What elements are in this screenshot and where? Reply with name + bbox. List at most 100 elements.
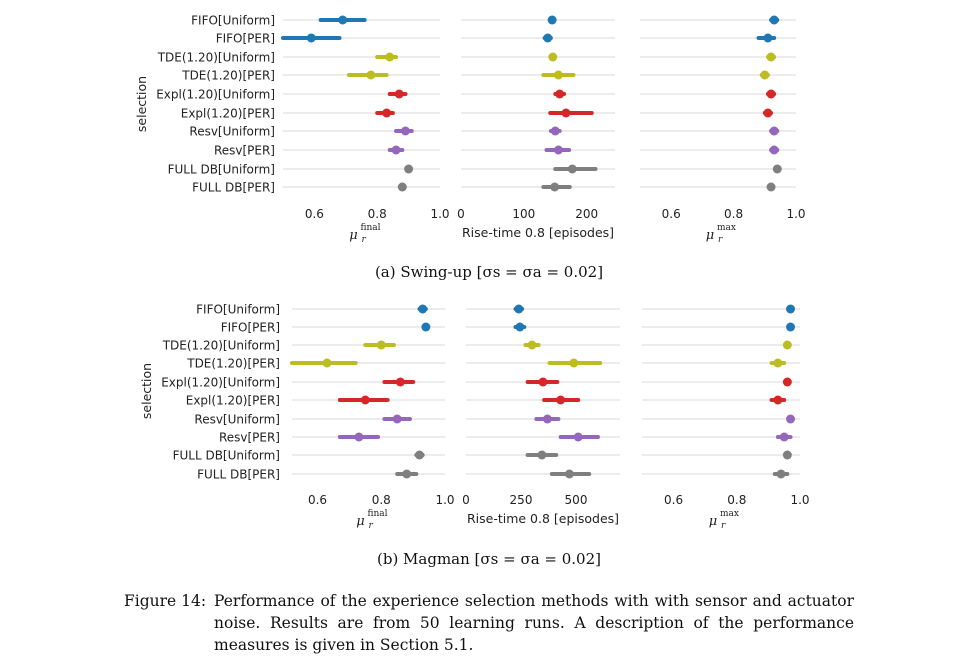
mean-point bbox=[782, 377, 792, 387]
x-tick-label: 1.0 bbox=[790, 493, 809, 507]
mean-point bbox=[391, 145, 401, 155]
x-tick-label: 0.6 bbox=[662, 207, 681, 221]
panel-2: 0 100 200 Rise-time 0.8 [episodes] bbox=[457, 15, 615, 240]
mean-point bbox=[779, 432, 789, 442]
figure-caption-label: Figure 14: bbox=[124, 592, 207, 610]
mean-point bbox=[769, 126, 779, 136]
mean-point bbox=[569, 358, 579, 368]
mean-point bbox=[763, 33, 773, 43]
mean-point bbox=[550, 182, 560, 192]
x-axis-label-subscript: r bbox=[369, 521, 374, 531]
subplot-a: selection FIFO[Uniform] FIFO[PER] TDE(1.20)… bbox=[134, 14, 806, 246]
mean-point bbox=[573, 432, 583, 442]
mean-point bbox=[763, 108, 773, 118]
category-label: TDE(1.20)[Uniform] bbox=[162, 339, 280, 353]
category-label: FULL DB[PER] bbox=[197, 468, 280, 482]
category-label: TDE(1.20)[PER] bbox=[181, 69, 275, 83]
x-axis-label-superscript: max bbox=[717, 223, 736, 233]
category-label: Resv[Uniform] bbox=[194, 413, 280, 427]
mean-point bbox=[555, 89, 565, 99]
mean-point bbox=[421, 322, 431, 332]
mean-point bbox=[773, 358, 783, 368]
mean-point bbox=[556, 395, 566, 405]
x-tick-label: 0.8 bbox=[727, 493, 746, 507]
category-label: Resv[PER] bbox=[219, 431, 280, 445]
x-axis-label-subscript: r bbox=[718, 235, 723, 245]
mean-point bbox=[769, 145, 779, 155]
subplot-caption-a: (a) Swing-up [σs = σa = 0.02] bbox=[374, 263, 604, 281]
x-axis-label: μ bbox=[349, 228, 357, 243]
mean-point bbox=[766, 52, 776, 62]
x-axis-label-superscript: final bbox=[368, 509, 388, 519]
panel-1: 0.6 0.8 1.0 μ r final bbox=[281, 15, 450, 245]
figure-caption: Figure 14: Performance of the experience… bbox=[124, 590, 854, 656]
mean-point bbox=[415, 450, 424, 460]
mean-point bbox=[772, 164, 782, 174]
x-tick-label: 100 bbox=[512, 207, 535, 221]
category-label: Expl(1.20)[PER] bbox=[186, 394, 280, 408]
mean-point bbox=[515, 322, 525, 332]
mean-point bbox=[402, 469, 412, 479]
y-axis-label: selection bbox=[139, 363, 154, 419]
mean-point bbox=[397, 182, 407, 192]
x-axis-label: Rise-time 0.8 [episodes] bbox=[467, 511, 619, 526]
y-axis-label: selection bbox=[134, 76, 149, 132]
mean-point bbox=[360, 395, 370, 405]
category-label: FIFO[PER] bbox=[216, 32, 275, 46]
x-axis-label: μ bbox=[706, 228, 714, 243]
x-tick-label: 200 bbox=[575, 207, 598, 221]
x-tick-label: 1.0 bbox=[435, 493, 454, 507]
category-label: Expl(1.20)[Uniform] bbox=[156, 88, 275, 102]
mean-point bbox=[782, 450, 792, 460]
x-tick-label: 0.6 bbox=[664, 493, 683, 507]
x-axis-label: μ bbox=[356, 514, 364, 529]
mean-point bbox=[766, 182, 776, 192]
x-tick-label: 500 bbox=[565, 493, 588, 507]
category-label: Resv[Uniform] bbox=[189, 125, 275, 139]
mean-point bbox=[769, 15, 779, 25]
mean-point bbox=[306, 33, 316, 43]
mean-point bbox=[382, 108, 392, 118]
category-label: Resv[PER] bbox=[214, 144, 275, 158]
mean-point bbox=[542, 414, 552, 424]
mean-point bbox=[338, 15, 348, 25]
mean-point bbox=[786, 414, 796, 424]
category-label: FULL DB[Uniform] bbox=[168, 163, 275, 177]
panel-2: 0 250 500 Rise-time 0.8 [episodes] bbox=[462, 304, 620, 526]
x-axis-label: μ bbox=[709, 514, 717, 529]
category-label: FIFO[Uniform] bbox=[191, 14, 275, 28]
category-label: FULL DB[PER] bbox=[192, 181, 275, 195]
mean-point bbox=[395, 377, 405, 387]
category-label: FIFO[Uniform] bbox=[196, 303, 280, 317]
mean-point bbox=[786, 304, 796, 314]
x-axis-label-subscript: r bbox=[362, 235, 367, 245]
x-tick-label: 0.8 bbox=[372, 493, 391, 507]
mean-point bbox=[766, 89, 776, 99]
x-tick-label: 1.0 bbox=[430, 207, 449, 221]
figure-canvas: selection FIFO[Uniform] FIFO[PER] TDE(1.20)… bbox=[134, 14, 810, 532]
x-axis-label-subscript: r bbox=[721, 521, 726, 531]
x-axis-label-superscript: max bbox=[720, 509, 739, 519]
figure-caption-text: Performance of the experience selection … bbox=[214, 592, 854, 654]
mean-point bbox=[322, 358, 332, 368]
mean-point bbox=[547, 15, 557, 25]
mean-point bbox=[366, 70, 376, 80]
mean-point bbox=[354, 432, 364, 442]
mean-point bbox=[776, 469, 786, 479]
panel-3: 0.6 0.8 1.0 μ r max bbox=[640, 15, 806, 245]
mean-point bbox=[550, 126, 560, 136]
x-tick-label: 250 bbox=[510, 493, 533, 507]
x-tick-label: 0.6 bbox=[305, 207, 324, 221]
mean-point bbox=[538, 377, 548, 387]
mean-point bbox=[553, 145, 563, 155]
mean-point bbox=[537, 450, 547, 460]
mean-point bbox=[786, 322, 796, 332]
mean-point bbox=[564, 469, 574, 479]
mean-point bbox=[385, 52, 395, 62]
category-label: FIFO[PER] bbox=[221, 321, 280, 335]
category-label: Expl(1.20)[PER] bbox=[181, 107, 275, 121]
mean-point bbox=[561, 108, 571, 118]
x-tick-label: 1.0 bbox=[786, 207, 805, 221]
mean-point bbox=[418, 304, 428, 314]
subplot-b: selection FIFO[Uniform] FIFO[PER] TDE(1.20)… bbox=[139, 303, 810, 532]
